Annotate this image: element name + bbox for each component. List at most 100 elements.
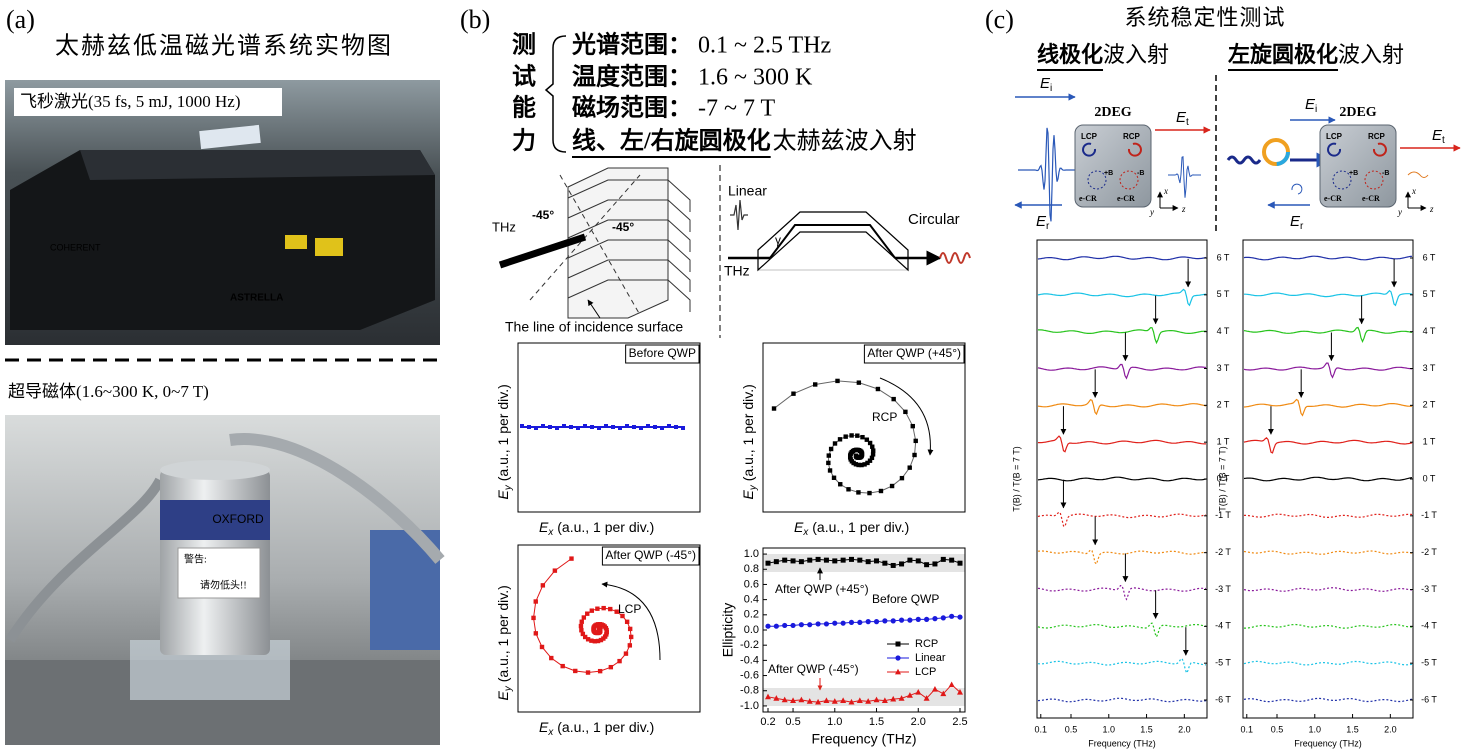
pipe bbox=[5, 477, 165, 643]
x-tick-label: 0.1 bbox=[1035, 724, 1048, 734]
field-label: 3 T bbox=[1423, 363, 1436, 373]
spectrum bbox=[1243, 660, 1413, 666]
point bbox=[765, 560, 771, 566]
point bbox=[932, 616, 938, 622]
unit: (a.u., 1 per div.) bbox=[495, 384, 511, 481]
point bbox=[857, 619, 863, 626]
subscript: y bbox=[748, 484, 759, 491]
axis-letter: z bbox=[1181, 204, 1186, 214]
spectrum bbox=[1243, 697, 1413, 703]
point bbox=[617, 658, 622, 664]
point bbox=[590, 425, 594, 429]
field-label: -5 T bbox=[1215, 658, 1231, 668]
column-heading: 波入射 bbox=[1103, 42, 1169, 67]
field-label: 2 T bbox=[1423, 400, 1436, 410]
annotation: After QWP (-45°) bbox=[768, 662, 859, 676]
axis-letter: x bbox=[1411, 186, 1416, 196]
beam-path bbox=[769, 224, 896, 259]
y-tick-label: 0.6 bbox=[744, 578, 759, 590]
point bbox=[596, 626, 602, 631]
layer bbox=[567, 179, 691, 212]
unit: (a.u., 1 per div.) bbox=[495, 585, 511, 682]
subscript: r bbox=[1046, 221, 1050, 232]
photo-text: ASTRELLA bbox=[230, 293, 283, 304]
point bbox=[853, 453, 859, 458]
point bbox=[873, 696, 880, 703]
legend-label: LCP bbox=[915, 666, 936, 678]
point bbox=[907, 465, 912, 470]
field-label: -5 T bbox=[1421, 658, 1437, 668]
field-sign: +B bbox=[1349, 170, 1358, 177]
point bbox=[869, 455, 875, 461]
point bbox=[957, 614, 963, 620]
subscript: y bbox=[503, 685, 514, 692]
waveform bbox=[1168, 155, 1201, 198]
point bbox=[773, 623, 779, 629]
diagram-label: γ bbox=[775, 233, 781, 247]
point bbox=[598, 637, 604, 643]
point bbox=[867, 440, 873, 446]
rhomb bbox=[757, 211, 909, 271]
spectrum bbox=[1037, 255, 1207, 261]
point bbox=[862, 462, 867, 467]
field-label: 6 T bbox=[1217, 252, 1230, 262]
orbit bbox=[1332, 170, 1352, 190]
point bbox=[595, 606, 600, 611]
plot-title: Before QWP bbox=[629, 346, 696, 360]
x-tick-label: 0.5 bbox=[1271, 724, 1284, 734]
point bbox=[555, 426, 559, 430]
orbit bbox=[1119, 170, 1139, 190]
spectrum bbox=[1038, 327, 1206, 345]
panel-title: 太赫兹低温磁光谱系统实物图 bbox=[55, 33, 393, 60]
orbit bbox=[1087, 170, 1107, 190]
point bbox=[832, 558, 838, 564]
subscript: x bbox=[547, 727, 554, 738]
field-label: 4 T bbox=[1423, 326, 1436, 336]
point bbox=[628, 634, 634, 640]
y-tick-label: 1.0 bbox=[744, 548, 759, 560]
point bbox=[569, 556, 574, 561]
symbol: E bbox=[1176, 109, 1187, 126]
spectrum bbox=[1243, 398, 1413, 417]
point bbox=[915, 689, 922, 695]
point bbox=[932, 561, 938, 567]
subscript: t bbox=[1186, 117, 1189, 128]
x-tick-label: 0.2 bbox=[760, 716, 775, 728]
axis-letter: z bbox=[1429, 204, 1434, 214]
point bbox=[957, 689, 963, 695]
x-axis-label: Ex (a.u., 1 per div.) bbox=[539, 519, 654, 538]
y-tick-label: -0.6 bbox=[740, 669, 759, 681]
point bbox=[790, 558, 796, 564]
field-label: -1 T bbox=[1421, 510, 1437, 520]
point bbox=[826, 460, 831, 466]
point bbox=[828, 446, 834, 452]
point bbox=[781, 696, 788, 703]
x-tick-label: 0.5 bbox=[1065, 724, 1078, 734]
capability-name: 线、左/右旋圆极化 bbox=[572, 127, 771, 155]
y-tick-label: -1.0 bbox=[740, 700, 759, 712]
y-axis-label: Ey (a.u., 1 per div.) bbox=[740, 384, 759, 499]
point bbox=[848, 698, 855, 705]
point bbox=[924, 616, 930, 622]
point bbox=[533, 599, 538, 604]
x-tick-label: 1.0 bbox=[1309, 724, 1322, 734]
point bbox=[578, 623, 584, 629]
x-tick-label: 1.5 bbox=[869, 716, 884, 728]
point bbox=[765, 623, 771, 629]
mode-label: e-CR bbox=[1324, 194, 1342, 203]
diagram-label: THz bbox=[724, 263, 750, 279]
unit: (a.u., 1 per div.) bbox=[557, 719, 654, 735]
prism-diagram bbox=[529, 167, 691, 319]
spectrum bbox=[1037, 584, 1207, 601]
point bbox=[899, 475, 905, 481]
point bbox=[906, 692, 913, 698]
photo-text: 请勿低头!! bbox=[200, 578, 247, 591]
point bbox=[867, 458, 873, 463]
point bbox=[878, 488, 884, 494]
point bbox=[614, 609, 619, 614]
spectrum bbox=[1244, 513, 1413, 518]
capability-name: 温度范围： bbox=[572, 63, 692, 91]
point bbox=[765, 693, 771, 700]
